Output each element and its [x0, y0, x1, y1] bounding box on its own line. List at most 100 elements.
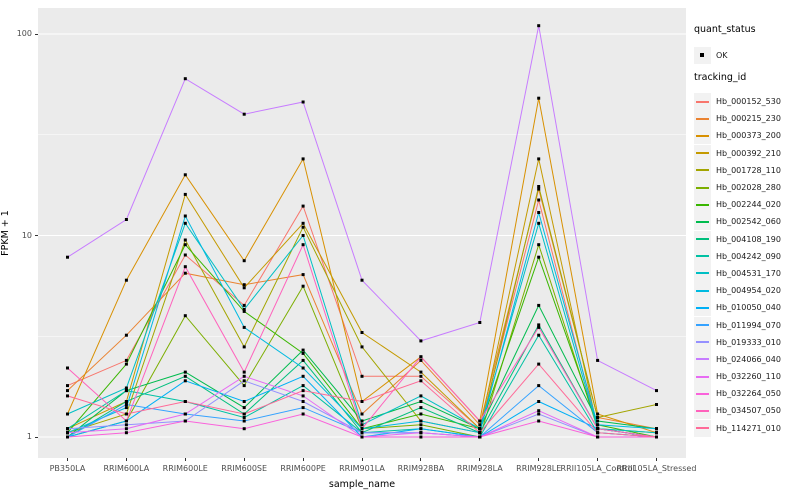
legend-item-label: Hb_011994_070	[716, 320, 781, 330]
legend-key-box	[694, 350, 711, 368]
legend-line-swatch	[696, 427, 709, 430]
x-tick-label: RRIM600LA	[103, 464, 150, 473]
legend-item-label: Hb_032260_110	[716, 372, 781, 382]
legend-line-swatch	[696, 169, 709, 172]
legend-item: Hb_000373_200	[694, 127, 781, 145]
y-tick-label: 1	[26, 432, 32, 441]
legend-line-swatch	[696, 409, 709, 412]
legend-item: Hb_002244_020	[694, 196, 781, 214]
legend-key-box	[694, 179, 711, 197]
legend-line-swatch	[696, 186, 709, 189]
legend-key-box	[694, 333, 711, 351]
legend-item: Hb_004954_020	[694, 282, 781, 300]
legend-key-box	[694, 299, 711, 317]
y-tick-label: 10	[21, 230, 32, 240]
legend-key-box	[694, 110, 711, 128]
legend-item: Hb_002028_280	[694, 179, 781, 197]
legend-quant-ok-item: OK	[694, 47, 728, 64]
legend-item: Hb_000152_530	[694, 93, 781, 111]
x-tick-label: RRIM928LE	[516, 464, 562, 473]
point-marker-icon	[700, 53, 704, 57]
x-tick-label: RRIM928BA	[397, 464, 445, 473]
legend-item-label: Hb_034507_050	[716, 406, 781, 416]
legend-line-swatch	[696, 272, 709, 275]
legend-item: Hb_114271_010	[694, 419, 781, 437]
legend-item: Hb_001728_110	[694, 161, 781, 179]
legend-item: Hb_024066_040	[694, 350, 781, 368]
legend-key-box	[694, 264, 711, 282]
legend-key-box	[694, 368, 711, 386]
legend-item-label: Hb_000392_210	[716, 148, 781, 158]
plot-panel	[38, 8, 686, 458]
y-tick-label: 100	[16, 29, 32, 38]
legend-item-label: Hb_010050_040	[716, 303, 781, 313]
x-tick-mark	[184, 458, 186, 461]
legend-key-box	[694, 144, 711, 162]
legend-quant-ok-label: OK	[716, 51, 728, 60]
legend-key-box	[694, 161, 711, 179]
legend-line-swatch	[696, 324, 709, 327]
y-tick-mark	[34, 235, 38, 236]
legend-item: Hb_032264_050	[694, 385, 781, 403]
legend-item-label: Hb_002244_020	[716, 200, 781, 210]
legend-key-box	[694, 247, 711, 265]
x-tick-mark	[243, 458, 245, 461]
legend-item: Hb_011994_070	[694, 316, 781, 334]
legend-line-swatch	[696, 238, 709, 241]
legend-key-box	[694, 282, 711, 300]
legend-item: Hb_010050_040	[694, 299, 781, 317]
x-tick-mark	[420, 458, 422, 461]
legend-item-label: Hb_000373_200	[716, 131, 781, 141]
legend-item-label: Hb_001728_110	[716, 165, 781, 175]
x-tick-label: RRII105LA_Control	[560, 464, 635, 473]
legend-item-label: Hb_114271_010	[716, 423, 781, 433]
x-tick-mark	[479, 458, 481, 461]
legend-item: Hb_032260_110	[694, 368, 781, 386]
x-tick-label: RRIM600SE	[221, 464, 268, 473]
legend-line-swatch	[696, 152, 709, 155]
legend-key-box	[694, 402, 711, 420]
chart-canvas	[38, 24, 686, 439]
legend-quant-status-title: quant_status	[694, 24, 756, 35]
x-tick-label: RRIM600LE	[162, 464, 208, 473]
legend-key-box	[694, 93, 711, 111]
legend-line-swatch	[696, 100, 709, 103]
legend-item-label: Hb_004108_190	[716, 234, 781, 244]
x-tick-mark	[302, 458, 304, 461]
legend-line-swatch	[696, 220, 709, 223]
legend-item-label: Hb_019333_010	[716, 337, 781, 347]
legend-item: Hb_034507_050	[694, 402, 781, 420]
x-tick-mark	[66, 458, 68, 461]
legend-item-label: Hb_004954_020	[716, 286, 781, 296]
legend-line-swatch	[696, 392, 709, 395]
legend-line-swatch	[696, 306, 709, 309]
legend-key-box	[694, 213, 711, 231]
legend-key-box	[694, 419, 711, 437]
legend-item-label: Hb_000215_230	[716, 114, 781, 124]
y-tick-mark	[34, 436, 38, 438]
x-tick-mark	[656, 458, 658, 461]
x-tick-mark	[361, 458, 363, 461]
x-tick-label: RRIM901LA	[339, 464, 385, 473]
legend-item: Hb_004108_190	[694, 230, 781, 248]
legend-key-box	[694, 385, 711, 403]
legend-item-label: Hb_004242_090	[716, 251, 781, 261]
legend-tracking-id-title: tracking_id	[694, 72, 747, 83]
legend-line-swatch	[696, 341, 709, 344]
x-tick-mark	[597, 458, 599, 461]
legend-key-box	[694, 127, 711, 145]
x-tick-label: RRII105LA_Stressed	[616, 464, 697, 473]
x-tick-mark	[125, 458, 127, 461]
legend-line-swatch	[696, 255, 709, 258]
legend-item-label: Hb_002542_060	[716, 217, 781, 227]
x-tick-label: RRIM600PE	[280, 464, 326, 473]
x-tick-label: PB350LA	[49, 464, 86, 473]
legend-item: Hb_000392_210	[694, 144, 781, 162]
legend-item: Hb_000215_230	[694, 110, 781, 128]
legend-key-box	[694, 47, 711, 64]
legend-item-label: Hb_002028_280	[716, 183, 781, 193]
legend-line-swatch	[696, 203, 709, 206]
legend-key-box	[694, 230, 711, 248]
legend-line-swatch	[696, 134, 709, 137]
